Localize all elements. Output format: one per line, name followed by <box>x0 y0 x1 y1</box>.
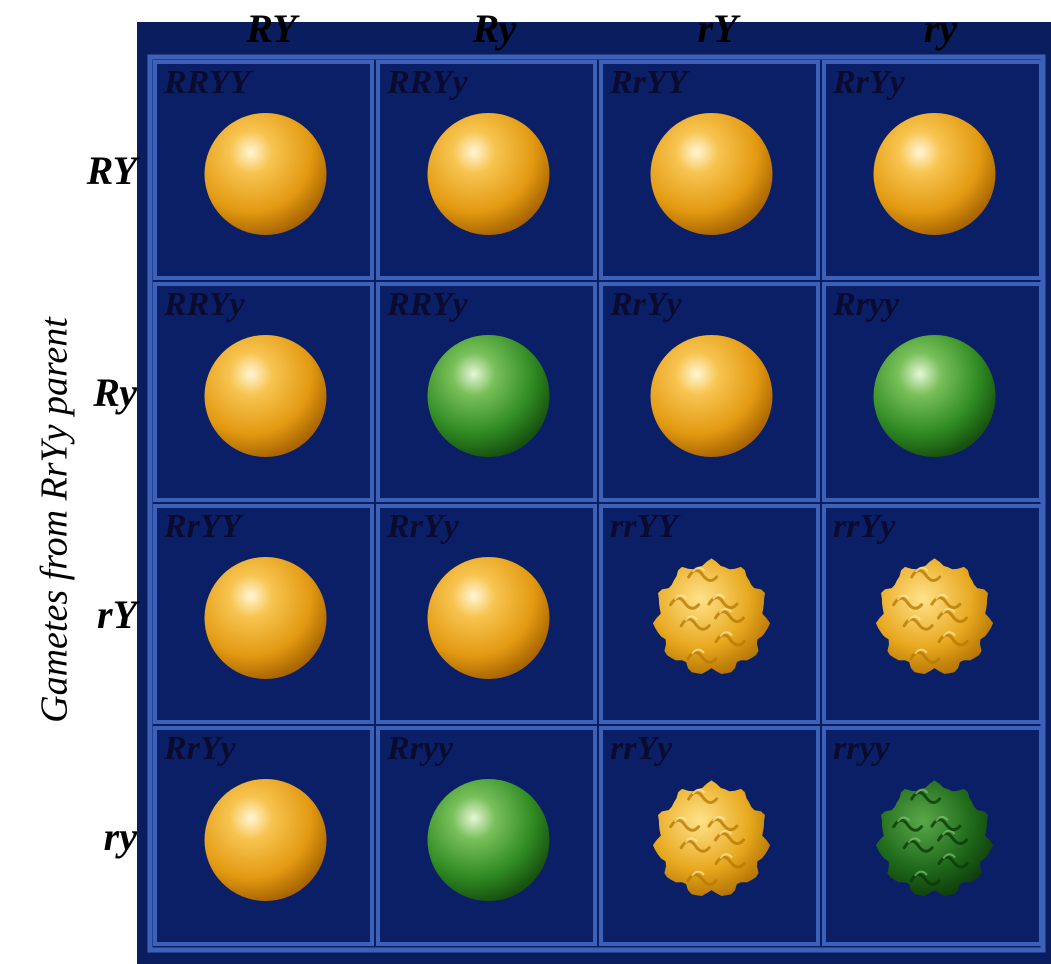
genotype: RrYy <box>832 64 906 101</box>
genotype: rrYy <box>833 508 896 545</box>
pea <box>204 335 327 457</box>
column-header: ry <box>924 6 958 51</box>
column-header: Ry <box>472 6 517 51</box>
wrinkle-highlight <box>673 594 688 601</box>
wrinkle-highlight <box>935 593 949 600</box>
genotype: RrYy <box>163 730 237 767</box>
wrinkle-highlight <box>691 788 706 795</box>
wrinkle-highlight <box>691 648 705 655</box>
genotype: RrYY <box>163 508 245 545</box>
pea <box>650 335 773 457</box>
wrinkle-highlight <box>935 815 949 822</box>
wrinkle-highlight <box>914 566 929 573</box>
genotype: rrYy <box>610 730 673 767</box>
wrinkle-highlight <box>914 788 929 795</box>
genotype: RRYy <box>386 286 469 323</box>
wrinkle-highlight <box>941 607 956 614</box>
genotype: rryy <box>833 730 891 767</box>
row-header: RY <box>86 148 141 193</box>
genotype: RrYy <box>386 508 460 545</box>
wrinkle-highlight <box>712 593 726 600</box>
genotype: RRYY <box>163 64 254 101</box>
wrinkle-highlight <box>684 837 698 844</box>
column-header: RY <box>245 6 300 51</box>
pea <box>873 335 996 457</box>
row-header: Ry <box>92 370 137 415</box>
wrinkle-highlight <box>907 615 921 622</box>
wrinkle-highlight <box>914 870 928 877</box>
pea <box>204 557 327 679</box>
side-label: Gametes from RrYy parent <box>34 316 76 723</box>
wrinkle-highlight <box>719 631 733 638</box>
pea <box>873 113 996 235</box>
pea <box>427 113 550 235</box>
row-header: ry <box>104 814 138 859</box>
wrinkle-highlight <box>684 615 698 622</box>
wrinkle-highlight <box>712 815 726 822</box>
cell <box>599 282 820 502</box>
wrinkle-highlight <box>691 566 706 573</box>
pea <box>650 113 773 235</box>
pea <box>427 335 550 457</box>
wrinkle-highlight <box>673 816 688 823</box>
wrinkle-highlight <box>896 594 911 601</box>
wrinkle-highlight <box>914 648 928 655</box>
genotype: Rryy <box>832 286 900 323</box>
frame <box>147 54 1046 953</box>
row-header: rY <box>97 592 141 637</box>
wrinkle-highlight <box>691 870 705 877</box>
wrinkle-highlight <box>718 607 733 614</box>
pea <box>204 779 327 901</box>
genotype: RrYY <box>609 64 691 101</box>
genotype: rrYY <box>610 508 681 545</box>
cell <box>822 726 1043 946</box>
pea <box>427 779 550 901</box>
wrinkle-highlight <box>719 853 733 860</box>
wrinkle-highlight <box>907 837 921 844</box>
wrinkle-highlight <box>896 816 911 823</box>
wrinkle-highlight <box>718 829 733 836</box>
genotype: Rryy <box>386 730 454 767</box>
wrinkle-highlight <box>942 631 956 638</box>
wrinkle-highlight <box>941 829 956 836</box>
genotype: RRYy <box>386 64 469 101</box>
pea <box>204 113 327 235</box>
pea <box>427 557 550 679</box>
genotype: RRYy <box>163 286 246 323</box>
column-header: rY <box>698 6 742 51</box>
genotype: RrYy <box>609 286 683 323</box>
wrinkle-highlight <box>942 853 956 860</box>
